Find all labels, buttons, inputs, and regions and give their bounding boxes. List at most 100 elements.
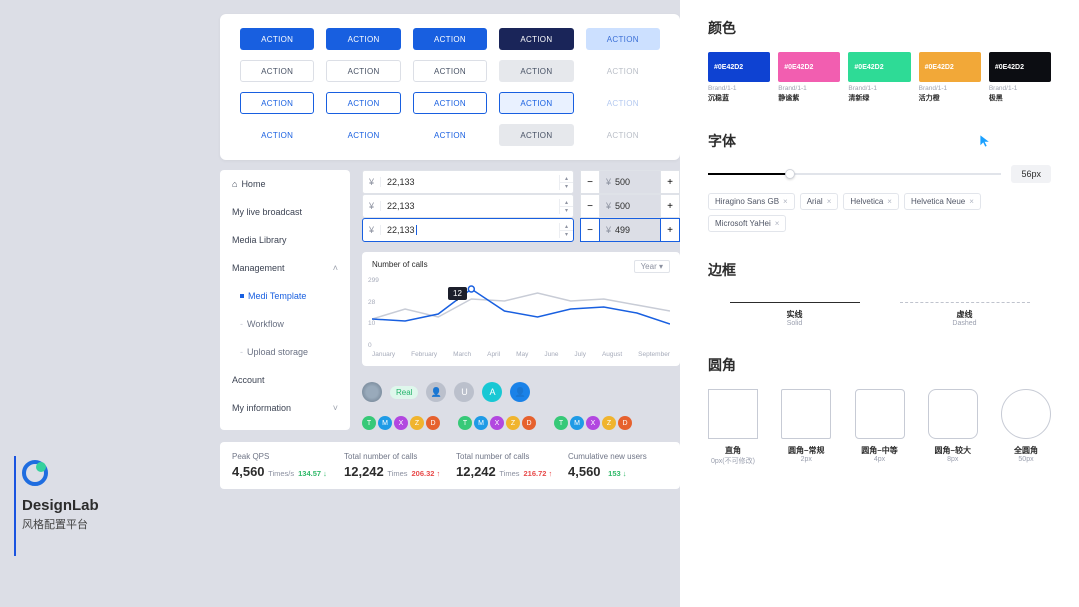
close-icon[interactable]: ×: [969, 197, 974, 206]
font-tag[interactable]: Helvetica ×: [843, 193, 899, 210]
price-input[interactable]: ¥22,133▴▾: [362, 194, 574, 218]
step-up-icon[interactable]: ▴: [560, 199, 573, 207]
close-icon[interactable]: ×: [783, 197, 788, 206]
radius-option[interactable]: 圆角–较大8px: [928, 389, 978, 466]
close-icon[interactable]: ×: [827, 197, 832, 206]
nav-item[interactable]: Media Library: [220, 226, 350, 254]
chevron-down-icon: ˅: [333, 403, 338, 413]
action-button[interactable]: ACTION: [326, 92, 400, 114]
font-tag[interactable]: Arial ×: [800, 193, 839, 210]
chart-tooltip: 12: [448, 287, 467, 300]
color-swatch[interactable]: #0E42D2Brand/1-1极黑: [989, 52, 1051, 103]
nav-item[interactable]: Account: [220, 366, 350, 394]
color-swatch[interactable]: #0E42D2Brand/1-1活力橙: [919, 52, 981, 103]
color-swatch[interactable]: #0E42D2Brand/1-1清新绿: [848, 52, 910, 103]
chevron-up-icon: ˄: [333, 263, 338, 273]
step-down-icon[interactable]: ▾: [560, 231, 573, 238]
action-button[interactable]: ACTION: [586, 124, 660, 146]
badge-circle: M: [378, 416, 392, 430]
badge-circle: X: [394, 416, 408, 430]
action-button[interactable]: ACTION: [586, 28, 660, 50]
close-icon[interactable]: ×: [887, 197, 892, 206]
action-button[interactable]: ACTION: [240, 60, 314, 82]
close-icon[interactable]: ×: [775, 219, 780, 228]
action-button[interactable]: ACTION: [413, 124, 487, 146]
nav-item[interactable]: ⌂Home: [220, 170, 350, 198]
minus-button[interactable]: −: [580, 194, 600, 218]
action-button[interactable]: ACTION: [326, 60, 400, 82]
action-button[interactable]: ACTION: [413, 28, 487, 50]
border-option[interactable]: 实线Solid: [730, 294, 860, 327]
action-button[interactable]: ACTION: [413, 92, 487, 114]
avatar-row: Real 👤 UA 👤: [362, 382, 680, 402]
price-input[interactable]: ¥22,133▴▾: [362, 218, 574, 242]
step-down-icon[interactable]: ▾: [560, 207, 573, 214]
avatar[interactable]: Real: [390, 386, 418, 399]
price-input[interactable]: ¥22,133▴▾: [362, 170, 574, 194]
avatar[interactable]: 👤: [510, 382, 530, 402]
font-size-slider[interactable]: [708, 173, 1001, 175]
minus-button[interactable]: −: [580, 170, 600, 194]
action-button[interactable]: ACTION: [240, 124, 314, 146]
chart-title: Number of calls: [372, 260, 428, 273]
badge-circle: D: [618, 416, 632, 430]
avatar[interactable]: [362, 382, 382, 402]
minus-button[interactable]: −: [580, 218, 600, 242]
qty-stepper[interactable]: −¥500+: [580, 170, 680, 194]
action-button[interactable]: ACTION: [326, 28, 400, 50]
action-button[interactable]: ACTION: [240, 28, 314, 50]
radius-option[interactable]: 全圆角50px: [1001, 389, 1051, 466]
logo-mark-icon: [22, 460, 48, 486]
stat-item: Total number of calls12,242 Times206.32 …: [344, 452, 444, 479]
badge-circle: M: [570, 416, 584, 430]
action-button[interactable]: ACTION: [326, 124, 400, 146]
font-tag[interactable]: Helvetica Neue ×: [904, 193, 981, 210]
slider-value: 56px: [1011, 165, 1051, 183]
stats-bar: Peak QPS4,560 Times/s134.57 ↓Total numbe…: [220, 442, 680, 489]
avatar[interactable]: U: [454, 382, 474, 402]
color-swatch[interactable]: #0E42D2Brand/1-1沉稳蓝: [708, 52, 770, 103]
nav-item[interactable]: My live broadcast: [220, 198, 350, 226]
color-swatch[interactable]: #0E42D2Brand/1-1静谧紫: [778, 52, 840, 103]
action-button[interactable]: ACTION: [586, 60, 660, 82]
section-font-title: 字体: [708, 131, 1051, 151]
chart-range-select[interactable]: Year ▾: [634, 260, 670, 273]
action-button[interactable]: ACTION: [240, 92, 314, 114]
logo-title: DesignLab: [22, 497, 99, 514]
nav-item[interactable]: -Upload storage: [220, 338, 350, 366]
action-button[interactable]: ACTION: [586, 92, 660, 114]
nav-item[interactable]: Management˄: [220, 254, 350, 282]
button-showcase: ACTION ACTION ACTION ACTION ACTION ACTION ACTI…: [220, 14, 680, 160]
action-button[interactable]: ACTION: [413, 60, 487, 82]
avatar[interactable]: 👤: [426, 382, 446, 402]
plus-button[interactable]: +: [660, 194, 680, 218]
badge-circle: X: [490, 416, 504, 430]
logo-subtitle: 风格配置平台: [22, 516, 99, 532]
radius-option[interactable]: 圆角–中等4px: [855, 389, 905, 466]
plus-button[interactable]: +: [660, 170, 680, 194]
avatar[interactable]: A: [482, 382, 502, 402]
qty-stepper[interactable]: −¥500+: [580, 194, 680, 218]
plus-button[interactable]: +: [660, 218, 680, 242]
font-tag[interactable]: Microsoft YaHei ×: [708, 215, 786, 232]
qty-stepper[interactable]: −¥499+: [580, 218, 680, 242]
action-button[interactable]: ACTION: [499, 92, 573, 114]
step-up-icon[interactable]: ▴: [560, 175, 573, 183]
slider-thumb[interactable]: [785, 169, 795, 179]
stat-item: Total number of calls12,242 Times216.72 …: [456, 452, 556, 479]
font-tag[interactable]: Hiragino Sans GB ×: [708, 193, 795, 210]
step-up-icon[interactable]: ▴: [560, 223, 573, 231]
radius-option[interactable]: 圆角–常规2px: [781, 389, 831, 466]
action-button[interactable]: ACTION: [499, 124, 573, 146]
nav-item[interactable]: Medi Template: [220, 282, 350, 310]
side-nav: ⌂HomeMy live broadcastMedia LibraryManag…: [220, 170, 350, 430]
radius-option[interactable]: 直角0px(不可修改): [708, 389, 758, 466]
action-button[interactable]: ACTION: [499, 28, 573, 50]
action-button[interactable]: ACTION: [499, 60, 573, 82]
nav-item[interactable]: My information˅: [220, 394, 350, 422]
border-option[interactable]: 虚线Dashed: [900, 294, 1030, 327]
step-down-icon[interactable]: ▾: [560, 183, 573, 190]
badge-circle: T: [362, 416, 376, 430]
nav-item[interactable]: -Workflow: [220, 310, 350, 338]
badge-circle: D: [426, 416, 440, 430]
